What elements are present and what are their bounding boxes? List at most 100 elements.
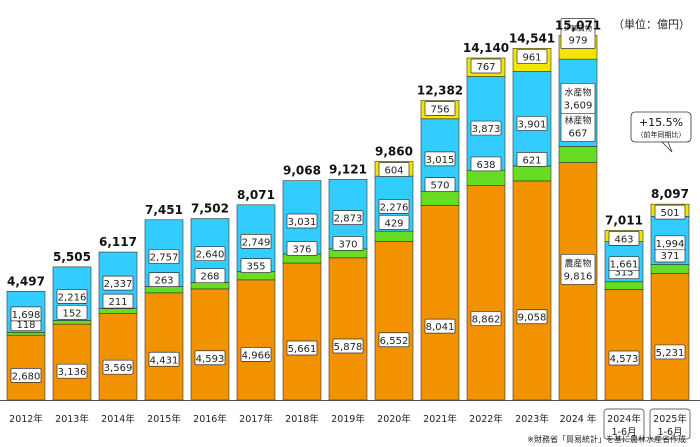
value-label-fish-6: 3,031 <box>288 217 317 228</box>
value-box-agri-13 <box>608 350 640 366</box>
category-label-2: 2014年 <box>101 413 135 425</box>
value-box-small-8 <box>378 162 410 177</box>
category-label-12: 2024 年 <box>560 413 597 425</box>
category-label-1: 2013年 <box>55 413 89 425</box>
series-name-fish-12: 水産物 <box>564 86 591 98</box>
category-box-14 <box>649 408 691 440</box>
value-box-fish-7 <box>332 210 364 225</box>
value-label-agri-9: 8,041 <box>426 322 455 333</box>
value-label-agri-1: 3,136 <box>58 367 87 378</box>
value-box-fish-0 <box>10 306 42 322</box>
value-label-forest-10: 638 <box>476 160 495 171</box>
value-box-fish-4 <box>194 246 226 262</box>
value-label-agri-7: 5,878 <box>334 342 363 353</box>
value-box-fish-14 <box>654 235 686 251</box>
value-box-fish-8 <box>378 199 410 214</box>
value-label-fish-2: 2,337 <box>104 279 133 290</box>
bar-forest-11 <box>512 165 552 182</box>
value-label-agri-13: 4,573 <box>610 354 639 365</box>
category-label-14-0: 2025年 <box>653 413 687 425</box>
bar-agri-14 <box>650 273 690 401</box>
value-label-small-8: 604 <box>384 165 403 176</box>
series-name-agri-12: 農産物 <box>564 257 591 269</box>
value-box-small-13 <box>608 231 640 246</box>
value-box-fish-12 <box>560 83 596 114</box>
value-box-agri-3 <box>148 351 180 367</box>
bar-agri-7 <box>328 257 368 401</box>
value-box-forest-7 <box>332 236 364 251</box>
value-label-fish-1: 2,216 <box>58 292 87 303</box>
value-label-fish-5: 2,749 <box>242 237 271 248</box>
bar-agri-5 <box>236 279 276 401</box>
total-label-10: 14,140 <box>463 41 509 55</box>
value-label-fish-11: 3,901 <box>518 119 547 130</box>
value-box-agri-4 <box>194 350 226 366</box>
value-label-fish-4: 2,640 <box>196 250 225 261</box>
value-label-agri-2: 3,569 <box>104 363 133 374</box>
value-label-agri-4: 4,593 <box>196 354 225 365</box>
value-box-agri-0 <box>10 368 42 383</box>
value-label-forest-4: 268 <box>200 272 219 283</box>
value-label-agri-3: 4,431 <box>150 355 179 366</box>
bar-agri-13 <box>604 289 644 401</box>
value-label-agri-6: 5,661 <box>288 344 317 355</box>
value-box-fish-5 <box>240 234 272 249</box>
total-label-14: 8,097 <box>651 187 689 201</box>
value-box-agri-11 <box>516 309 548 325</box>
value-box-fish-13 <box>608 256 640 272</box>
value-label-forest-6: 376 <box>292 245 311 256</box>
value-box-agri-8 <box>378 332 410 348</box>
category-label-11: 2023年 <box>515 413 549 425</box>
value-box-agri-7 <box>332 338 364 354</box>
value-label-forest-9: 570 <box>430 181 449 192</box>
value-label-agri-10: 8,862 <box>472 315 501 326</box>
value-box-forest-6 <box>286 241 318 256</box>
value-label-forest-14: 371 <box>660 251 679 262</box>
value-label-forest-7: 370 <box>338 239 357 250</box>
category-label-5: 2017年 <box>239 413 273 425</box>
value-label-agri-14: 5,231 <box>656 348 685 359</box>
value-label-forest-13: 315 <box>614 268 633 279</box>
value-box-small-10 <box>470 58 502 74</box>
category-label-14-1: 1-6月 <box>657 427 682 438</box>
bar-agri-11 <box>512 180 552 401</box>
value-box-fish-3 <box>148 249 180 264</box>
value-label-fish-9: 3,015 <box>426 155 455 166</box>
value-label-small-9: 756 <box>430 105 449 116</box>
value-box-small-11 <box>516 48 548 64</box>
value-label-forest-0: 118 <box>16 320 35 331</box>
total-label-1: 5,505 <box>53 250 91 264</box>
value-label-forest-8: 429 <box>384 218 403 229</box>
total-label-8: 9,860 <box>375 144 413 158</box>
value-label-agri-11: 9,058 <box>518 313 547 324</box>
value-label-small-11: 961 <box>522 52 541 63</box>
value-label-agri-8: 6,552 <box>380 336 409 347</box>
bar-forest-8 <box>374 230 414 242</box>
bar-agri-8 <box>374 241 414 401</box>
bar-forest-12 <box>558 146 598 163</box>
total-label-9: 12,382 <box>417 84 463 98</box>
bar-forest-0 <box>6 332 46 336</box>
value-label-forest-11: 621 <box>522 155 541 166</box>
value-label-fish-8: 2,276 <box>380 202 409 213</box>
value-box-fish-9 <box>424 151 456 167</box>
value-box-agri-1 <box>56 363 88 379</box>
category-label-4: 2016年 <box>193 413 227 425</box>
value-box-agri-10 <box>470 311 502 326</box>
value-label-fish-0: 1,698 <box>12 310 41 321</box>
value-box-small-9 <box>424 101 456 116</box>
value-label-agri-5: 4,966 <box>242 350 271 361</box>
value-box-agri-2 <box>102 359 134 375</box>
bar-forest-14 <box>650 264 690 274</box>
bar-agri-3 <box>144 292 184 401</box>
series-name-small-12: 少額貨物 <box>564 23 592 32</box>
growth-callout-tail <box>661 141 673 153</box>
value-label-forest-2: 211 <box>108 297 127 308</box>
value-box-forest-11 <box>516 152 548 167</box>
source-note: ※財務省「貿易統計」を基に農林水産省作成 <box>527 435 686 444</box>
bar-agri-0 <box>6 334 46 401</box>
value-label-agri-0: 2,680 <box>12 371 41 382</box>
value-label-small-10: 767 <box>476 62 495 73</box>
value-label-forest-5: 355 <box>246 262 265 273</box>
category-label-0: 2012年 <box>9 413 43 425</box>
